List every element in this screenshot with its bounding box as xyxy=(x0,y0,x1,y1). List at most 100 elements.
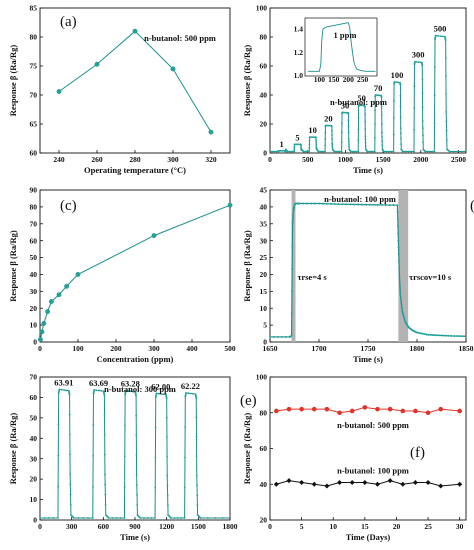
data-point xyxy=(317,150,320,153)
data-point xyxy=(413,85,416,88)
data-point xyxy=(169,517,172,519)
data-point xyxy=(92,423,95,426)
data-point xyxy=(397,246,400,249)
data-point xyxy=(292,214,295,217)
x-axis-label: Time (s) xyxy=(353,165,383,175)
y-tick-label: 10 xyxy=(30,495,38,504)
x-tick-label: 25 xyxy=(424,522,432,531)
data-point xyxy=(407,150,410,153)
data-point xyxy=(357,128,360,130)
data-point xyxy=(136,493,138,496)
data-point xyxy=(441,35,444,38)
data-point xyxy=(208,129,214,135)
data-point xyxy=(41,320,47,326)
data-point xyxy=(401,312,404,315)
panel-4: 0 300 600 900 1200 1500 1800 0 10 20 30 40 50 60 70 Tim… xyxy=(8,373,257,542)
data-point xyxy=(324,131,327,134)
data-point xyxy=(393,100,395,102)
data-point xyxy=(380,114,383,116)
inset: 100 150 200 250 1.0 1.2 1.4 1 ppm xyxy=(294,17,378,84)
data-point xyxy=(314,202,317,205)
rise-time-label: τrse=4 s xyxy=(297,272,327,282)
data-point xyxy=(413,128,416,131)
x-tick-label: 1800 xyxy=(223,522,238,531)
data-point xyxy=(422,134,424,137)
y-tick-label: 40 xyxy=(260,91,268,100)
data-point xyxy=(431,150,433,153)
x-tick-label: 200 xyxy=(110,344,122,353)
data-point xyxy=(357,203,360,206)
data-point xyxy=(69,493,72,496)
data-point xyxy=(276,335,279,338)
x-tick-label: 5 xyxy=(300,522,304,531)
data-point xyxy=(357,150,360,153)
data-point xyxy=(426,150,429,153)
data-point xyxy=(421,64,424,67)
pulse-label: 10 xyxy=(308,125,317,135)
x-tick-label: 600 xyxy=(98,522,110,531)
data-point xyxy=(401,310,404,313)
x-tick-label: 2000 xyxy=(413,155,428,164)
data-point xyxy=(348,145,350,148)
data-point xyxy=(400,303,403,306)
data-point xyxy=(184,456,186,459)
data-point xyxy=(381,140,384,142)
data-point xyxy=(419,61,421,64)
x-axis-label: Time (Days) xyxy=(346,532,391,542)
data-point xyxy=(180,517,183,519)
data-point xyxy=(338,150,341,153)
pulse-label: 5 xyxy=(295,132,299,142)
data-point xyxy=(337,479,343,485)
data-point xyxy=(397,239,400,242)
x-tick-label: 0 xyxy=(38,522,42,531)
data-point xyxy=(341,203,344,206)
data-point xyxy=(374,481,380,487)
panel-5: 0 5 10 15 20 25 30 20 40 60 80 100 Time (Days) Respon… xyxy=(242,373,467,542)
data-point xyxy=(291,220,294,223)
data-point xyxy=(308,147,311,149)
data-point xyxy=(269,150,271,153)
y-tick-label: 40 xyxy=(30,270,38,279)
data-point xyxy=(92,454,95,457)
data-point xyxy=(319,150,321,153)
data-point xyxy=(82,517,85,519)
data-point xyxy=(416,331,418,334)
data-point xyxy=(357,116,360,119)
data-point xyxy=(308,150,311,153)
data-point xyxy=(462,335,465,338)
y-tick-label: 40 xyxy=(260,480,268,489)
data-point xyxy=(68,393,71,396)
y-tick-label: 20 xyxy=(260,270,268,279)
data-point xyxy=(104,473,106,476)
data-point xyxy=(103,453,106,456)
data-point xyxy=(337,150,339,153)
data-point xyxy=(399,105,402,108)
data-point xyxy=(374,123,376,126)
data-point xyxy=(398,285,401,288)
inset-curve xyxy=(307,22,376,72)
data-point xyxy=(157,392,160,395)
x-tick-label: 15 xyxy=(361,522,369,531)
data-point xyxy=(206,517,209,519)
data-point xyxy=(327,124,330,127)
data-point xyxy=(433,334,436,337)
data-point xyxy=(311,406,317,412)
data-point xyxy=(410,150,413,153)
y-axis-label: Response β (Ra/Rg) xyxy=(8,45,18,117)
inset-x-tick-label: 100 xyxy=(314,75,326,84)
plot-frame xyxy=(39,189,231,343)
data-point xyxy=(60,388,63,391)
data-point xyxy=(155,392,158,395)
data-point xyxy=(306,150,309,153)
data-point xyxy=(349,150,352,153)
data-point xyxy=(444,39,447,42)
plot-frame xyxy=(269,7,467,154)
data-point xyxy=(300,143,302,146)
data-point xyxy=(282,149,285,152)
data-point xyxy=(123,517,126,519)
y-tick-label: 40 xyxy=(30,434,38,443)
x-axis-label: Time (s) xyxy=(353,354,383,364)
data-point xyxy=(419,332,422,335)
data-point xyxy=(364,113,366,116)
data-point xyxy=(170,66,176,72)
